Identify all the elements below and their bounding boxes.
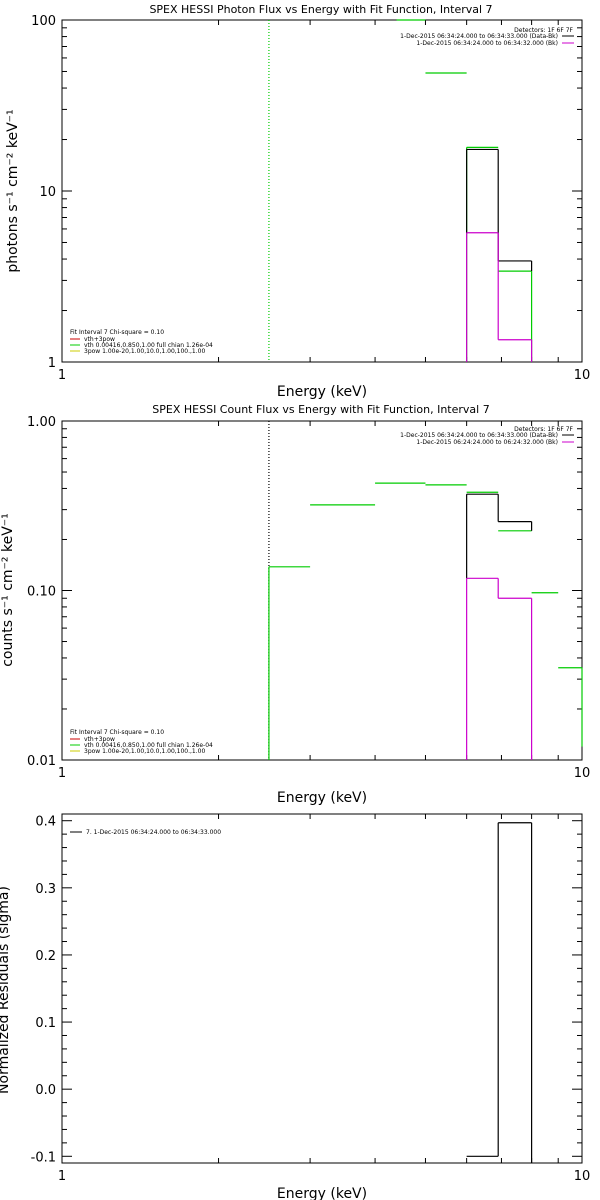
count-flux-detectors: Detectors: 1F 6F 7F xyxy=(514,426,573,433)
photon-flux-legend-left: Fit Interval 7 Chi-square = 0.10 vth+3po… xyxy=(70,329,213,355)
x-tick-label: 10 xyxy=(574,766,591,781)
count-flux-legend-vth: vth 0.00416,0.850,1.00 full chian 1.26e-… xyxy=(84,742,213,749)
y-tick-label: 0.4 xyxy=(35,815,56,830)
photon-flux-legend-vth: vth 0.00416,0.850,1.00 full chian 1.26e-… xyxy=(84,342,213,349)
photon-flux-fit-header: Fit Interval 7 Chi-square = 0.10 xyxy=(70,329,164,336)
count-flux-fit-header: Fit Interval 7 Chi-square = 0.10 xyxy=(70,729,164,736)
photon-flux-series xyxy=(396,19,533,362)
residuals-legend: 7. 1-Dec-2015 06:34:24.000 to 06:34:33.0… xyxy=(70,829,221,836)
residuals-ylabel: Normalized Residuals (sigma) xyxy=(0,886,12,1094)
y-tick-label: 10 xyxy=(39,185,56,200)
x-tick-label: 1 xyxy=(58,766,66,781)
photon-flux-plot-frame xyxy=(61,19,583,363)
count-flux-legend-right: Detectors: 1F 6F 7F 1-Dec-2015 06:34:24.… xyxy=(400,426,574,446)
count-flux-plot-frame xyxy=(61,420,583,761)
photon-flux-legend-bk: 1-Dec-2015 06:34:24.000 to 06:34:32.000 … xyxy=(416,40,558,47)
count-flux-legend-left: Fit Interval 7 Chi-square = 0.10 vth+3po… xyxy=(70,729,213,755)
x-tick-label: 10 xyxy=(574,1169,591,1184)
count-flux-title: SPEX HESSI Count Flux vs Energy with Fit… xyxy=(152,403,489,416)
y-tick-label: 0.0 xyxy=(35,1083,56,1098)
x-tick-label: 1 xyxy=(58,1169,66,1184)
y-tick-label: 0.01 xyxy=(27,754,56,769)
count-flux-legend-3pow: 3pow 1.00e-20,1.00,10.0,1.00,100.,1.00 xyxy=(84,748,205,755)
x-tick-label: 1 xyxy=(58,368,66,383)
photon-flux-xlabel: Energy (keV) xyxy=(277,384,367,400)
photon-flux-ticks: 1 10 1 10 100 xyxy=(31,14,590,383)
y-tick-label: 1 xyxy=(48,356,56,371)
count-flux-legend-vth3pow: vth+3pow xyxy=(84,736,115,743)
photon-flux-legend-3pow: 3pow 1.00e-20,1.00,10.0,1.00,100.,1.00 xyxy=(84,348,205,355)
count-flux-legend-bk: 1-Dec-2015 06:24:24.000 to 06:24:32.000 … xyxy=(416,439,558,446)
y-tick-label: 100 xyxy=(31,14,56,29)
photon-flux-legend-right: Detectors: 1F 6F 7F 1-Dec-2015 06:34:24.… xyxy=(400,27,574,47)
residuals-series xyxy=(466,822,533,1163)
residuals-legend-text: 7. 1-Dec-2015 06:34:24.000 to 06:34:33.0… xyxy=(86,829,221,836)
count-flux-legend-data: 1-Dec-2015 06:34:24.000 to 06:34:33.000 … xyxy=(400,432,558,439)
y-tick-label: -0.1 xyxy=(31,1150,56,1165)
x-tick-label: 10 xyxy=(574,368,591,383)
photon-flux-panel: SPEX HESSI Photon Flux vs Energy with Fi… xyxy=(5,3,590,400)
count-flux-series xyxy=(268,482,583,760)
photon-flux-ylabel: photons s⁻¹ cm⁻² keV⁻¹ xyxy=(5,109,21,272)
residuals-plot-frame xyxy=(61,813,583,1164)
count-flux-xlabel: Energy (keV) xyxy=(277,790,367,806)
y-tick-label: 0.3 xyxy=(35,882,56,897)
count-flux-ticks: 1 10 0.01 0.10 1.00 xyxy=(27,415,590,781)
residuals-ticks: 1 10 -0.1 0.0 0.1 0.2 0.3 0.4 xyxy=(31,814,591,1184)
y-tick-label: 1.00 xyxy=(27,415,56,430)
photon-flux-legend-vth3pow: vth+3pow xyxy=(84,336,115,343)
count-flux-ylabel: counts s⁻¹ cm⁻² keV⁻¹ xyxy=(0,513,16,667)
photon-flux-title: SPEX HESSI Photon Flux vs Energy with Fi… xyxy=(149,3,492,16)
photon-flux-detectors: Detectors: 1F 6F 7F xyxy=(514,27,573,34)
y-tick-label: 0.10 xyxy=(27,585,56,600)
residuals-xlabel: Energy (keV) xyxy=(277,1186,367,1200)
y-tick-label: 0.1 xyxy=(35,1016,56,1031)
photon-flux-legend-data: 1-Dec-2015 06:34:24.000 to 06:34:33.000 … xyxy=(400,33,558,40)
y-tick-label: 0.2 xyxy=(35,949,56,964)
residuals-panel: 1 10 -0.1 0.0 0.1 0.2 0.3 0.4 Energy (keV) Norm… xyxy=(0,813,591,1200)
count-flux-panel: SPEX HESSI Count Flux vs Energy with Fit… xyxy=(0,403,590,806)
